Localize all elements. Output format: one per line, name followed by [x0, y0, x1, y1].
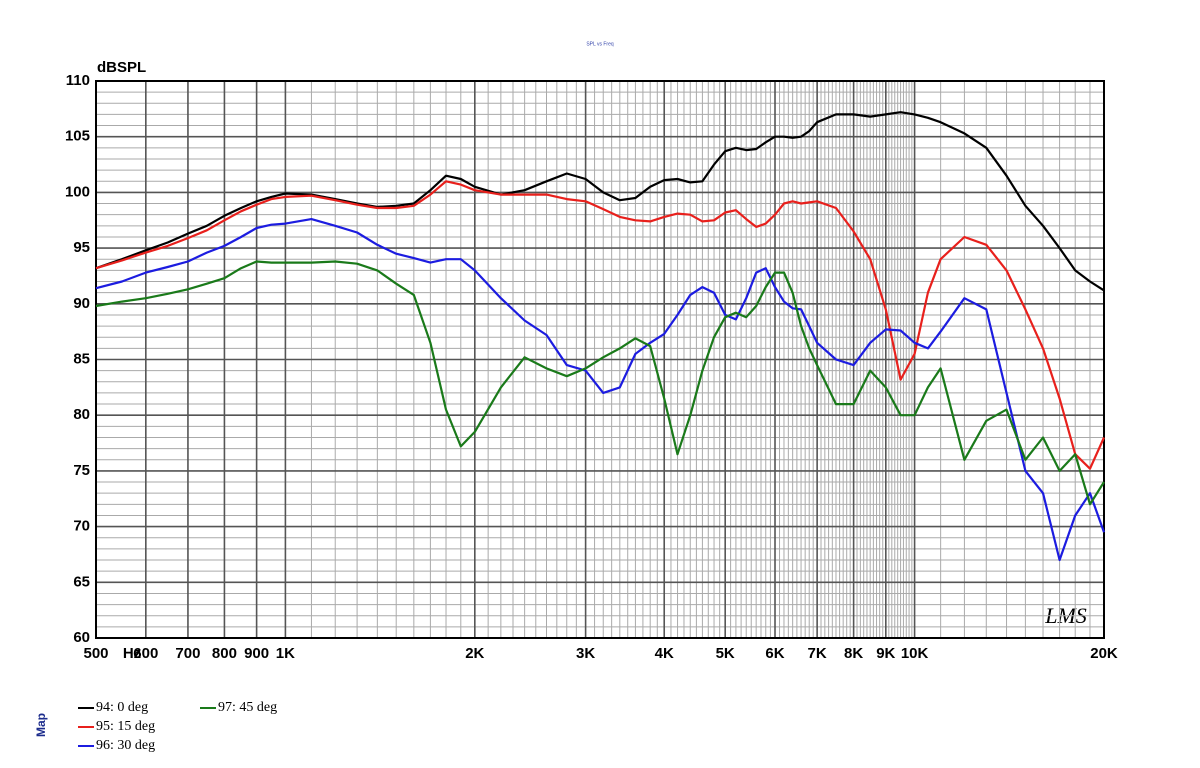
y-tick-label: 80 — [73, 406, 90, 423]
y-tick-label: 100 — [65, 183, 90, 200]
series-line — [95, 218, 1106, 562]
x-tick-label: 500 — [83, 645, 108, 662]
y-tick-label: 105 — [65, 128, 90, 145]
x-tick-label: 1K — [276, 645, 295, 662]
y-axis-label: dBSPL — [97, 59, 146, 76]
x-tick-label: 4K — [655, 645, 674, 662]
x-tick-label: 600 — [133, 645, 158, 662]
y-tick-label: 75 — [73, 462, 90, 479]
y-tick-label: 60 — [73, 629, 90, 646]
x-tick-label: 3K — [576, 645, 595, 662]
series-line — [95, 180, 1106, 470]
chart-title: SPL vs Freq — [586, 41, 614, 47]
x-axis-label: Hz — [123, 645, 141, 662]
x-tick-label: 20K — [1090, 645, 1118, 662]
y-tick-label: 110 — [66, 72, 90, 89]
y-tick-label: 95 — [73, 239, 90, 256]
x-tick-label: 7K — [808, 645, 827, 662]
x-tick-label: 900 — [244, 645, 269, 662]
x-tick-label: 10K — [901, 645, 929, 662]
x-tick-label: 700 — [175, 645, 200, 662]
x-tick-label: 6K — [765, 645, 784, 662]
x-tick-label: 8K — [844, 645, 863, 662]
plot-frame — [95, 80, 1105, 639]
y-tick-label: 65 — [73, 573, 90, 590]
series-line — [95, 111, 1105, 292]
y-tick-label: 70 — [73, 518, 90, 535]
x-tick-label: 2K — [465, 645, 484, 662]
legend-label: 96: 30 deg — [96, 738, 155, 753]
y-tick-label: 90 — [73, 295, 90, 312]
x-tick-label: 9K — [876, 645, 895, 662]
side-label: Map — [34, 713, 48, 737]
legend-label: 95: 15 deg — [96, 719, 155, 734]
x-tick-label: 5K — [716, 645, 735, 662]
series-line — [95, 260, 1105, 506]
legend-label: 97: 45 deg — [218, 700, 277, 715]
y-tick-label: 85 — [73, 350, 90, 367]
legend-label: 94: 0 deg — [96, 700, 148, 715]
x-tick-label: 800 — [212, 645, 237, 662]
